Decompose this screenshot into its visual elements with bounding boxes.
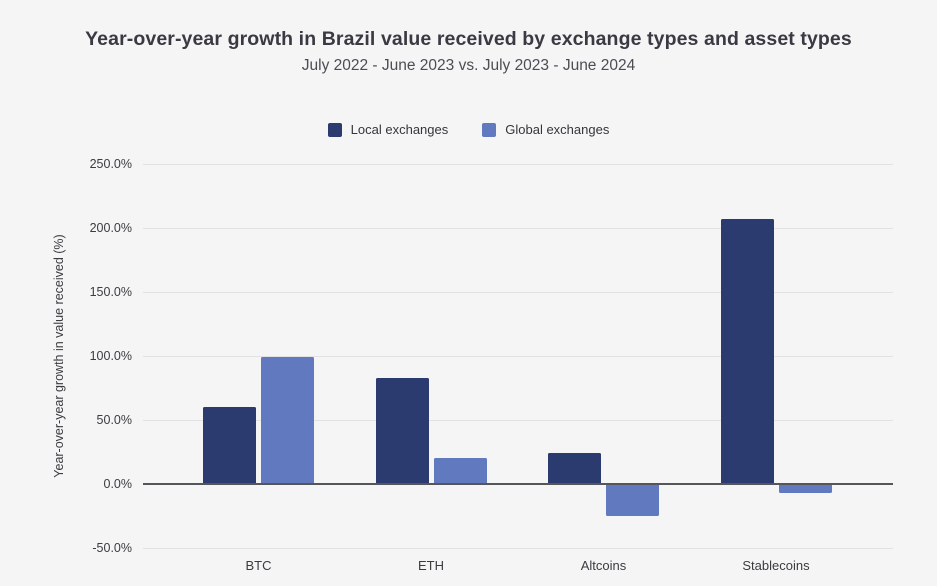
legend-label-local-exchanges: Local exchanges [350, 122, 449, 137]
y-tick-label: 50.0% [96, 413, 132, 427]
gridline [143, 228, 893, 229]
bar-local-btc[interactable] [203, 407, 256, 484]
legend-swatch-local-exchanges [327, 122, 342, 137]
bar-local-eth[interactable] [375, 377, 429, 484]
gridline [143, 292, 893, 293]
bar-global-altcoins[interactable] [606, 484, 659, 516]
bar-local-stablecoins[interactable] [720, 219, 774, 484]
x-tick-label-stablecoins: Stablecoins [742, 558, 810, 573]
bar-local-altcoins[interactable] [548, 453, 601, 484]
legend-item-global-exchanges[interactable]: Global exchanges [482, 122, 609, 137]
y-tick-label: 100.0% [89, 349, 132, 363]
legend-item-local-exchanges[interactable]: Local exchanges [327, 122, 449, 137]
chart-title: Year-over-year growth in Brazil value re… [85, 28, 852, 50]
y-tick-label: -50.0% [92, 541, 132, 555]
x-tick-label-altcoins: Altcoins [580, 558, 627, 573]
y-tick-label: 150.0% [89, 285, 132, 299]
legend: Local exchanges Global exchanges [0, 122, 937, 137]
gridline [143, 356, 893, 357]
chart-subtitle: July 2022 - June 2023 vs. July 2023 - Ju… [301, 57, 636, 74]
zero-axis-line [143, 483, 893, 485]
y-tick-label: 250.0% [89, 157, 132, 171]
gridline [143, 548, 893, 549]
bar-global-eth[interactable] [433, 458, 487, 484]
legend-label-global-exchanges: Global exchanges [505, 122, 610, 137]
bar-global-stablecoins[interactable] [778, 484, 832, 493]
y-tick-label: 200.0% [89, 221, 132, 235]
bar-global-btc[interactable] [261, 357, 314, 484]
x-tick-label-btc: BTC [245, 558, 272, 573]
y-tick-label: 0.0% [103, 477, 133, 491]
x-tick-label-eth: ETH [418, 558, 444, 573]
legend-swatch-global-exchanges [482, 122, 497, 137]
gridline [143, 164, 893, 165]
gridline [143, 420, 893, 421]
